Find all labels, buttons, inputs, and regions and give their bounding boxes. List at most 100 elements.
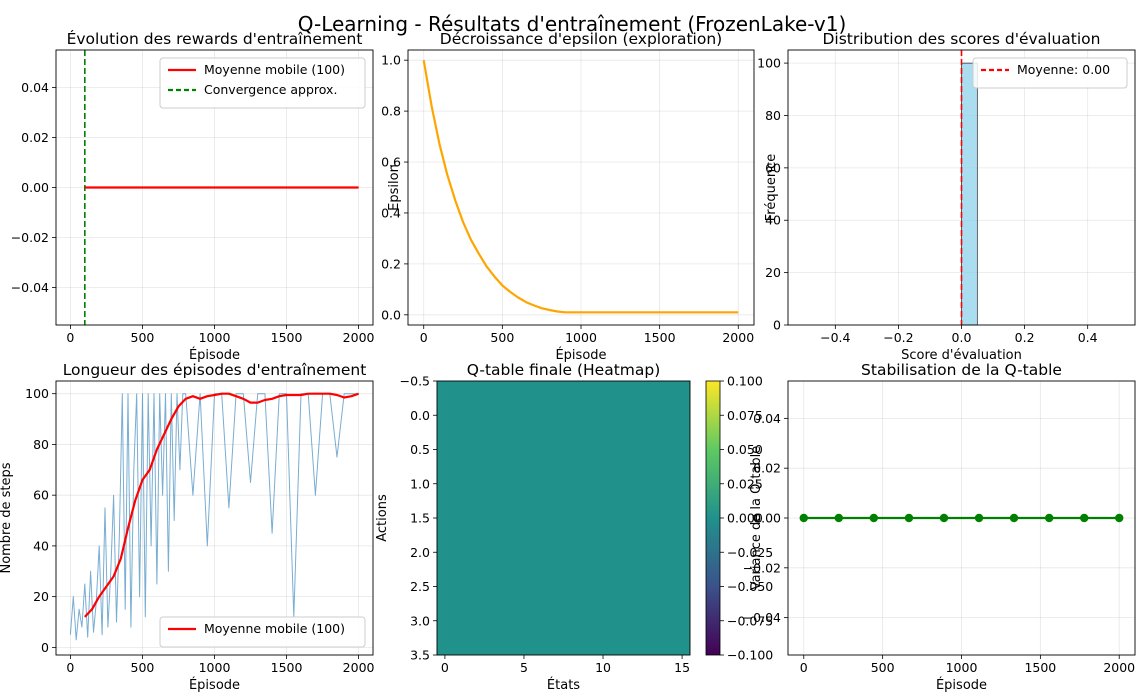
y-tick-label: 60 <box>765 160 781 175</box>
y-tick-label: 0.04 <box>21 80 49 95</box>
legend-label: Moyenne: 0.00 <box>1017 62 1110 77</box>
y-tick-label: −0.5 <box>400 374 430 389</box>
data-point <box>1115 513 1124 523</box>
data-point <box>799 513 808 523</box>
x-axis-label: États <box>547 677 580 693</box>
chart-title: Évolution des rewards d'entraînement <box>67 29 363 48</box>
y-tick-label: 40 <box>765 213 781 228</box>
y-tick-label: −0.02 <box>11 230 49 245</box>
x-tick-label: 500 <box>490 330 514 345</box>
y-tick-label: 0.8 <box>381 104 401 119</box>
y-axis-label: Nombre de steps <box>0 462 14 573</box>
colorbar-tick-label: −0.100 <box>727 648 773 663</box>
y-tick-label: 0.5 <box>410 442 430 457</box>
data-point <box>904 513 914 523</box>
chart-heatmap: 0 5 10 15 −0.5 0.0 0.5 1.0 1.5 2.0 2.5 3.0 3.5 Q-tabl… <box>375 361 773 693</box>
x-axis-label: Épisode <box>555 347 606 363</box>
legend-label: Moyenne mobile (100) <box>204 621 345 636</box>
x-tick-label: 0 <box>66 330 74 345</box>
x-tick-label: 1000 <box>946 660 978 675</box>
x-tick-label: 5 <box>520 660 528 675</box>
colorbar-tick-label: 0.100 <box>727 374 763 389</box>
chart-title: Stabilisation de la Q-table <box>861 361 1062 379</box>
legend-box <box>972 57 1128 89</box>
y-tick-label: 0.02 <box>21 130 49 145</box>
y-tick-label: −0.04 <box>11 280 49 295</box>
y-tick-label: 0.02 <box>753 461 781 476</box>
legend-label: Moyenne mobile (100) <box>204 62 345 77</box>
x-tick-label: 0 <box>441 660 449 675</box>
x-tick-label: 2000 <box>722 330 754 345</box>
colorbar-tick-label: −0.075 <box>727 613 773 628</box>
y-tick-label: 0.6 <box>381 155 401 170</box>
chart-epsilon: 0 500 1000 1500 2000 0.0 0.2 0.4 0.6 0.8 1.0 Décroi… <box>381 30 755 363</box>
y-tick-label: 3.0 <box>410 613 430 628</box>
x-tick-label: 1500 <box>271 660 303 675</box>
x-tick-label: −0.4 <box>820 330 850 345</box>
x-tick-label: 2000 <box>343 660 375 675</box>
y-tick-label: 0 <box>773 318 781 333</box>
colorbar-tick-label: 0.000 <box>727 511 763 526</box>
chart-stab: 0 500 1000 1500 2000 −0.04 −0.02 0.00 0.02 0.04 St… <box>743 361 1136 693</box>
figure-suptitle: Q-Learning - Résultats d'entraînement (F… <box>298 12 847 36</box>
chart-title: Distribution des scores d'évaluation <box>822 30 1100 48</box>
x-tick-label: 1000 <box>199 330 231 345</box>
heatmap-cells <box>437 381 690 655</box>
x-tick-label: 0.4 <box>1078 330 1098 345</box>
y-tick-label: 0.2 <box>381 256 401 271</box>
legend-label: Convergence approx. <box>204 82 337 97</box>
x-tick-label: 10 <box>595 660 611 675</box>
x-tick-label: 0 <box>800 660 808 675</box>
y-tick-label: 40 <box>33 538 49 553</box>
y-tick-label: 100 <box>757 56 781 71</box>
x-tick-label: 1500 <box>271 330 303 345</box>
x-tick-label: 500 <box>131 660 155 675</box>
colorbar-tick-label: −0.050 <box>727 579 773 594</box>
chart-steps: 0 500 1000 1500 2000 0 20 40 60 80 100 Longueur des… <box>0 361 375 693</box>
y-axis-label: Fréquence <box>764 154 779 221</box>
y-tick-label: 0.04 <box>753 411 781 426</box>
y-tick-label: 80 <box>33 437 49 452</box>
y-tick-label: 2.5 <box>410 579 430 594</box>
colorbar <box>705 380 721 656</box>
y-tick-label: −0.04 <box>743 610 781 625</box>
x-tick-label: 500 <box>131 330 155 345</box>
y-tick-label: 1.5 <box>410 511 430 526</box>
data-point <box>834 513 843 523</box>
x-tick-label: −0.2 <box>883 330 913 345</box>
y-tick-label: 0.0 <box>410 408 430 423</box>
chart-title: Décroissance d'epsilon (exploration) <box>440 30 722 48</box>
colorbar-tick-label: 0.025 <box>727 476 763 491</box>
data-point <box>1080 513 1089 523</box>
y-axis-label: Actions <box>375 494 390 542</box>
chart-rewards: 0 500 1000 1500 2000 −0.04 −0.02 0.00 0.02 0.04 Év… <box>11 29 375 363</box>
x-tick-label: 2000 <box>343 330 375 345</box>
y-tick-label: 0 <box>41 640 49 655</box>
series-line-steps <box>69 393 359 641</box>
y-tick-label: −0.02 <box>743 560 781 575</box>
x-tick-label: 500 <box>871 660 895 675</box>
y-tick-label: 0.00 <box>753 511 781 526</box>
chart-title: Longueur des épisodes d'entraînement <box>63 361 367 379</box>
y-tick-label: 20 <box>33 589 49 604</box>
x-tick-label: 1500 <box>644 330 676 345</box>
x-tick-label: 1000 <box>199 660 231 675</box>
series-line-epsilon <box>422 60 739 314</box>
data-point <box>939 513 949 523</box>
y-tick-label: 60 <box>33 488 49 503</box>
x-axis-label: Épisode <box>189 347 240 363</box>
y-tick-label: 80 <box>765 108 781 123</box>
hist-bar <box>961 62 978 326</box>
x-axis-label: Épisode <box>936 677 987 693</box>
y-axis-label: Epsilon <box>387 164 402 211</box>
y-tick-label: 1.0 <box>381 53 401 68</box>
x-axis-label: Score d'évaluation <box>901 348 1022 363</box>
series-line-steps <box>84 392 359 618</box>
x-tick-label: 0 <box>420 330 428 345</box>
x-tick-label: 1500 <box>1024 660 1056 675</box>
data-point <box>1009 513 1019 523</box>
y-tick-label: 0.0 <box>381 307 401 322</box>
colorbar-tick-label: 0.050 <box>727 442 763 457</box>
data-point <box>869 513 879 523</box>
